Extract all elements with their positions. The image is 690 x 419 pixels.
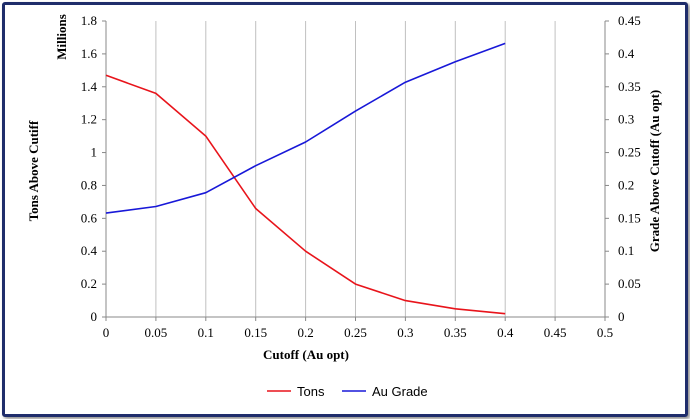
- axes: [102, 20, 609, 321]
- y-left-tick-label: 1.4: [81, 79, 98, 94]
- x-tick-label: 0.4: [497, 325, 514, 340]
- x-tick-label: 0.15: [244, 325, 267, 340]
- y-left-tick-label: 1.6: [81, 46, 98, 61]
- y-right-tick-label: 0.3: [618, 112, 634, 127]
- tick-labels: 0 0.05 0.1 0.15 0.2 0.25 0.3 0.35 0.4 0.45 0.5 0 0.2…: [81, 13, 641, 340]
- legend-label-au-grade: Au Grade: [372, 384, 428, 399]
- y-left-tick-label: 1.2: [81, 112, 97, 127]
- y-right-tick-label: 0: [618, 309, 625, 324]
- x-axis-title: Cutoff (Au opt): [263, 347, 349, 362]
- y-left-tick-label: 0.8: [81, 177, 97, 192]
- y-right-tick-label: 0.25: [618, 145, 641, 160]
- legend: Tons Au Grade: [267, 384, 428, 399]
- x-tick-label: 0: [103, 325, 110, 340]
- x-tick-label: 0.1: [198, 325, 214, 340]
- y-right-tick-label: 0.2: [618, 177, 634, 192]
- x-tick-label: 0.2: [297, 325, 313, 340]
- y-right-tick-label: 0.4: [618, 46, 635, 61]
- y-left-tick-label: 1.8: [81, 13, 97, 28]
- y-right-tick-label: 0.45: [618, 13, 641, 28]
- y-right-tick-label: 0.05: [618, 276, 641, 291]
- y-left-unit-label: Millions: [54, 14, 69, 60]
- y-right-tick-label: 0.1: [618, 243, 634, 258]
- grid-lines: [105, 21, 606, 317]
- y-left-axis-title: Tons Above Cutiff: [26, 120, 41, 221]
- x-tick-label: 0.25: [344, 325, 367, 340]
- y-left-tick-label: 0.6: [81, 210, 98, 225]
- y-left-tick-label: 0.2: [81, 276, 97, 291]
- y-right-tick-label: 0.15: [618, 210, 641, 225]
- y-left-tick-label: 1: [91, 145, 98, 160]
- series-line-au-grade: [105, 42, 506, 214]
- y-left-tick-label: 0.4: [81, 243, 98, 258]
- legend-label-tons: Tons: [297, 384, 325, 399]
- x-tick-label: 0.3: [397, 325, 413, 340]
- y-right-axis-title: Grade Above Cutoff (Au opt): [647, 90, 662, 253]
- x-tick-label: 0.05: [145, 325, 168, 340]
- y-right-tick-label: 0.35: [618, 79, 641, 94]
- x-tick-label: 0.5: [597, 325, 613, 340]
- x-tick-label: 0.45: [544, 325, 567, 340]
- series-layer: [105, 42, 506, 315]
- series-line-tons: [105, 74, 506, 315]
- x-tick-label: 0.35: [444, 325, 467, 340]
- y-left-tick-label: 0: [91, 309, 98, 324]
